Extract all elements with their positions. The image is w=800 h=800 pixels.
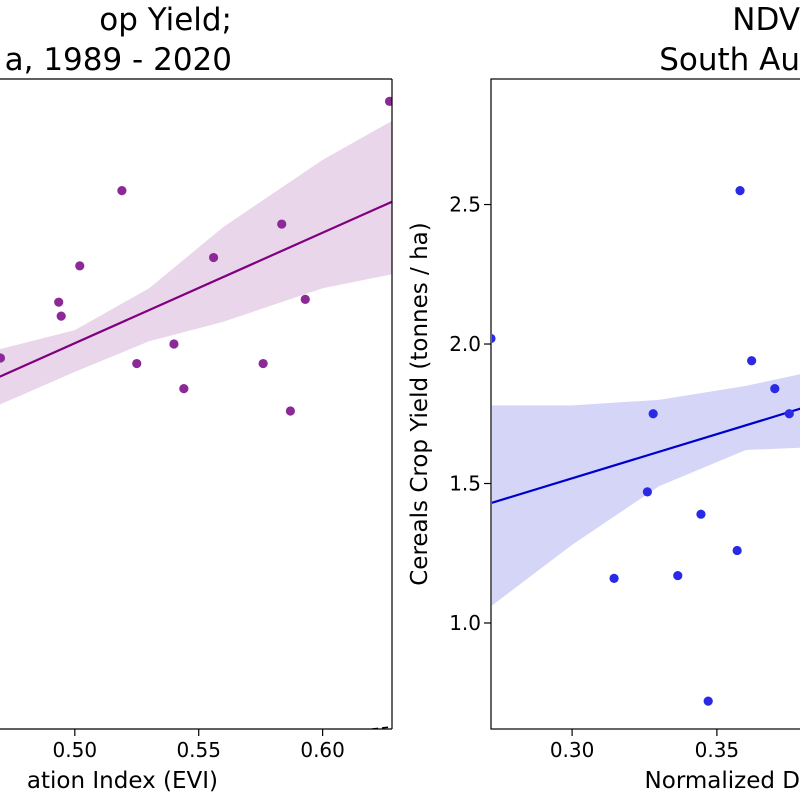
- left-x-ticks: 0.50 0.55 0.60: [53, 729, 345, 762]
- right-regression-line: [492, 407, 800, 504]
- left-chart-title-line-1: op Yield;: [99, 2, 232, 38]
- right-data-point-5: [696, 509, 706, 519]
- right-y-axis-label: Cereals Crop Yield (tonnes / ha): [407, 222, 433, 586]
- right-data-point-11: [784, 409, 794, 419]
- right-data-point-9: [747, 356, 757, 366]
- left-confidence-band: [0, 120, 392, 405]
- right-plot-area: [492, 185, 800, 706]
- right-data-point-8: [735, 185, 745, 196]
- right-data-point-6: [703, 696, 713, 706]
- right-x-tick-label-0: 0.30: [550, 738, 595, 762]
- right-axis-ticks: 0.30 0.35 1.0 1.5 2.0 2.5: [449, 193, 739, 762]
- left-data-point-0: [0, 353, 6, 363]
- left-data-point-13: [384, 96, 392, 106]
- right-y-tick-label-2: 2.0: [449, 332, 481, 356]
- left-data-point-9: [258, 358, 268, 369]
- right-data-point-4: [673, 570, 683, 581]
- left-data-point-11: [285, 406, 296, 416]
- left-data-point-2: [56, 311, 66, 321]
- right-x-tick-label-1: 0.35: [695, 738, 740, 762]
- right-y-tick-label-3: 2.5: [449, 193, 481, 217]
- left-data-point-8: [208, 252, 219, 263]
- right-axis-frame: [490, 78, 800, 730]
- left-x-tick-label-1: 0.55: [176, 738, 221, 762]
- left-data-point-12: [300, 294, 310, 304]
- right-data-point-0: [492, 333, 496, 343]
- left-plot-area: [0, 96, 392, 729]
- left-data-point-5: [132, 358, 142, 369]
- right-y-tick-label-0: 1.0: [449, 611, 481, 635]
- right-y-tick-label-1: 1.5: [449, 472, 481, 496]
- left-x-tick-label-0: 0.50: [53, 738, 98, 762]
- right-data-point-7: [732, 545, 742, 556]
- left-data-point-10: [277, 219, 287, 229]
- left-data-point-3: [75, 261, 85, 271]
- left-data-point-7: [179, 384, 189, 394]
- left-chart-title-line-2: a, 1989 - 2020: [5, 42, 232, 78]
- evi-yield-panel: op Yield; a, 1989 - 2020 0.50 0.55 0.60 at…: [0, 2, 393, 794]
- right-x-axis-label: Normalized D: [645, 768, 800, 794]
- right-data-point-1: [609, 573, 619, 583]
- left-data-point-6: [169, 339, 179, 349]
- right-data-point-3: [648, 409, 658, 419]
- right-data-point-10: [770, 384, 780, 394]
- ndvi-yield-panel: NDV South Au 0.30 0.35 1.0 1.5 2.0 2.5 Normal…: [407, 2, 800, 794]
- right-data-point-2: [642, 487, 652, 497]
- left-data-point-1: [54, 297, 64, 307]
- right-chart-title-line-2: South Au: [659, 42, 800, 78]
- right-chart-title-line-1: NDV: [732, 2, 800, 38]
- left-x-axis-label: ation Index (EVI): [27, 768, 218, 794]
- left-regression-line: [0, 200, 392, 378]
- left-data-point-4: [117, 185, 127, 196]
- left-x-tick-label-2: 0.60: [300, 738, 345, 762]
